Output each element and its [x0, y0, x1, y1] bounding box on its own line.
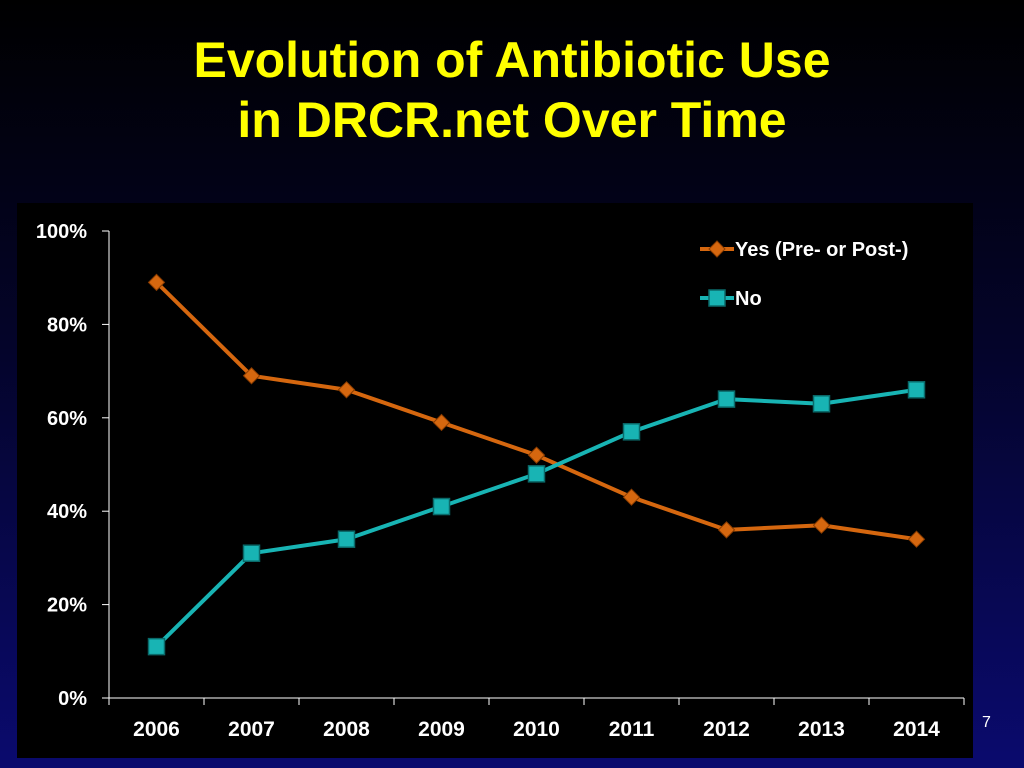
- data-point-no: [812, 395, 831, 413]
- legend-item-yes: Yes (Pre- or Post-): [700, 239, 908, 261]
- page-number: 7: [982, 714, 991, 731]
- data-point-yes: [812, 516, 831, 534]
- legend-label-yes: Yes (Pre- or Post-): [735, 239, 908, 261]
- data-point-no: [242, 544, 261, 562]
- y-tick-label: 100%: [36, 221, 87, 243]
- series-line-yes: [155, 280, 917, 542]
- x-tick-label: 2010: [513, 718, 560, 741]
- x-tick-label: 2006: [133, 718, 180, 741]
- x-tick-label: 2009: [418, 718, 465, 741]
- line-chart: 0% 20% 40% 60% 80% 100% 2006 2007 2008 2009 2010 20…: [36, 221, 965, 741]
- y-tick-label: 20%: [47, 595, 87, 617]
- slide-title: Evolution of Antibiotic Use in DRCR.net …: [0, 30, 1024, 150]
- legend: Yes (Pre- or Post-) No: [700, 239, 908, 310]
- data-point-yes: [337, 381, 356, 399]
- data-point-yes: [907, 530, 926, 548]
- data-point-no: [622, 423, 641, 441]
- slide-title-line-1: Evolution of Antibiotic Use: [193, 32, 831, 88]
- x-tick-label: 2012: [703, 718, 750, 741]
- y-tick-label: 40%: [47, 501, 87, 523]
- data-point-yes: [717, 521, 736, 539]
- axes: 0% 20% 40% 60% 80% 100% 2006 2007 2008 2009 2010 20…: [36, 221, 965, 741]
- series-layer: [147, 273, 926, 656]
- x-tick-label: 2007: [228, 718, 275, 741]
- data-point-yes: [622, 488, 641, 506]
- legend-marker-yes: [708, 240, 726, 258]
- slide-title-line-2: in DRCR.net Over Time: [237, 92, 787, 148]
- y-tick-label: 80%: [47, 314, 87, 336]
- legend-label-no: No: [735, 288, 762, 310]
- legend-item-no: No: [700, 288, 762, 310]
- data-point-no: [527, 465, 546, 483]
- data-point-yes: [432, 413, 451, 432]
- chart-area: 0% 20% 40% 60% 80% 100% 2006 2007 2008 2009 2010 20…: [17, 203, 973, 758]
- y-tick-label: 60%: [47, 408, 87, 430]
- data-point-no: [717, 390, 736, 408]
- data-point-yes: [147, 273, 166, 292]
- data-point-no: [907, 381, 926, 399]
- data-point-yes: [242, 367, 261, 385]
- data-point-no: [432, 497, 451, 516]
- data-point-no: [337, 530, 356, 548]
- x-tick-label: 2013: [798, 718, 845, 741]
- x-tick-label: 2014: [893, 718, 940, 741]
- series-yes: [147, 273, 926, 548]
- legend-marker-no: [708, 289, 726, 307]
- x-tick-label: 2011: [609, 718, 655, 741]
- series-no: [147, 381, 926, 656]
- y-tick-label: 0%: [58, 688, 87, 710]
- series-line-no: [155, 387, 917, 649]
- data-point-no: [147, 637, 166, 656]
- data-point-yes: [527, 446, 546, 464]
- x-tick-label: 2008: [323, 718, 370, 741]
